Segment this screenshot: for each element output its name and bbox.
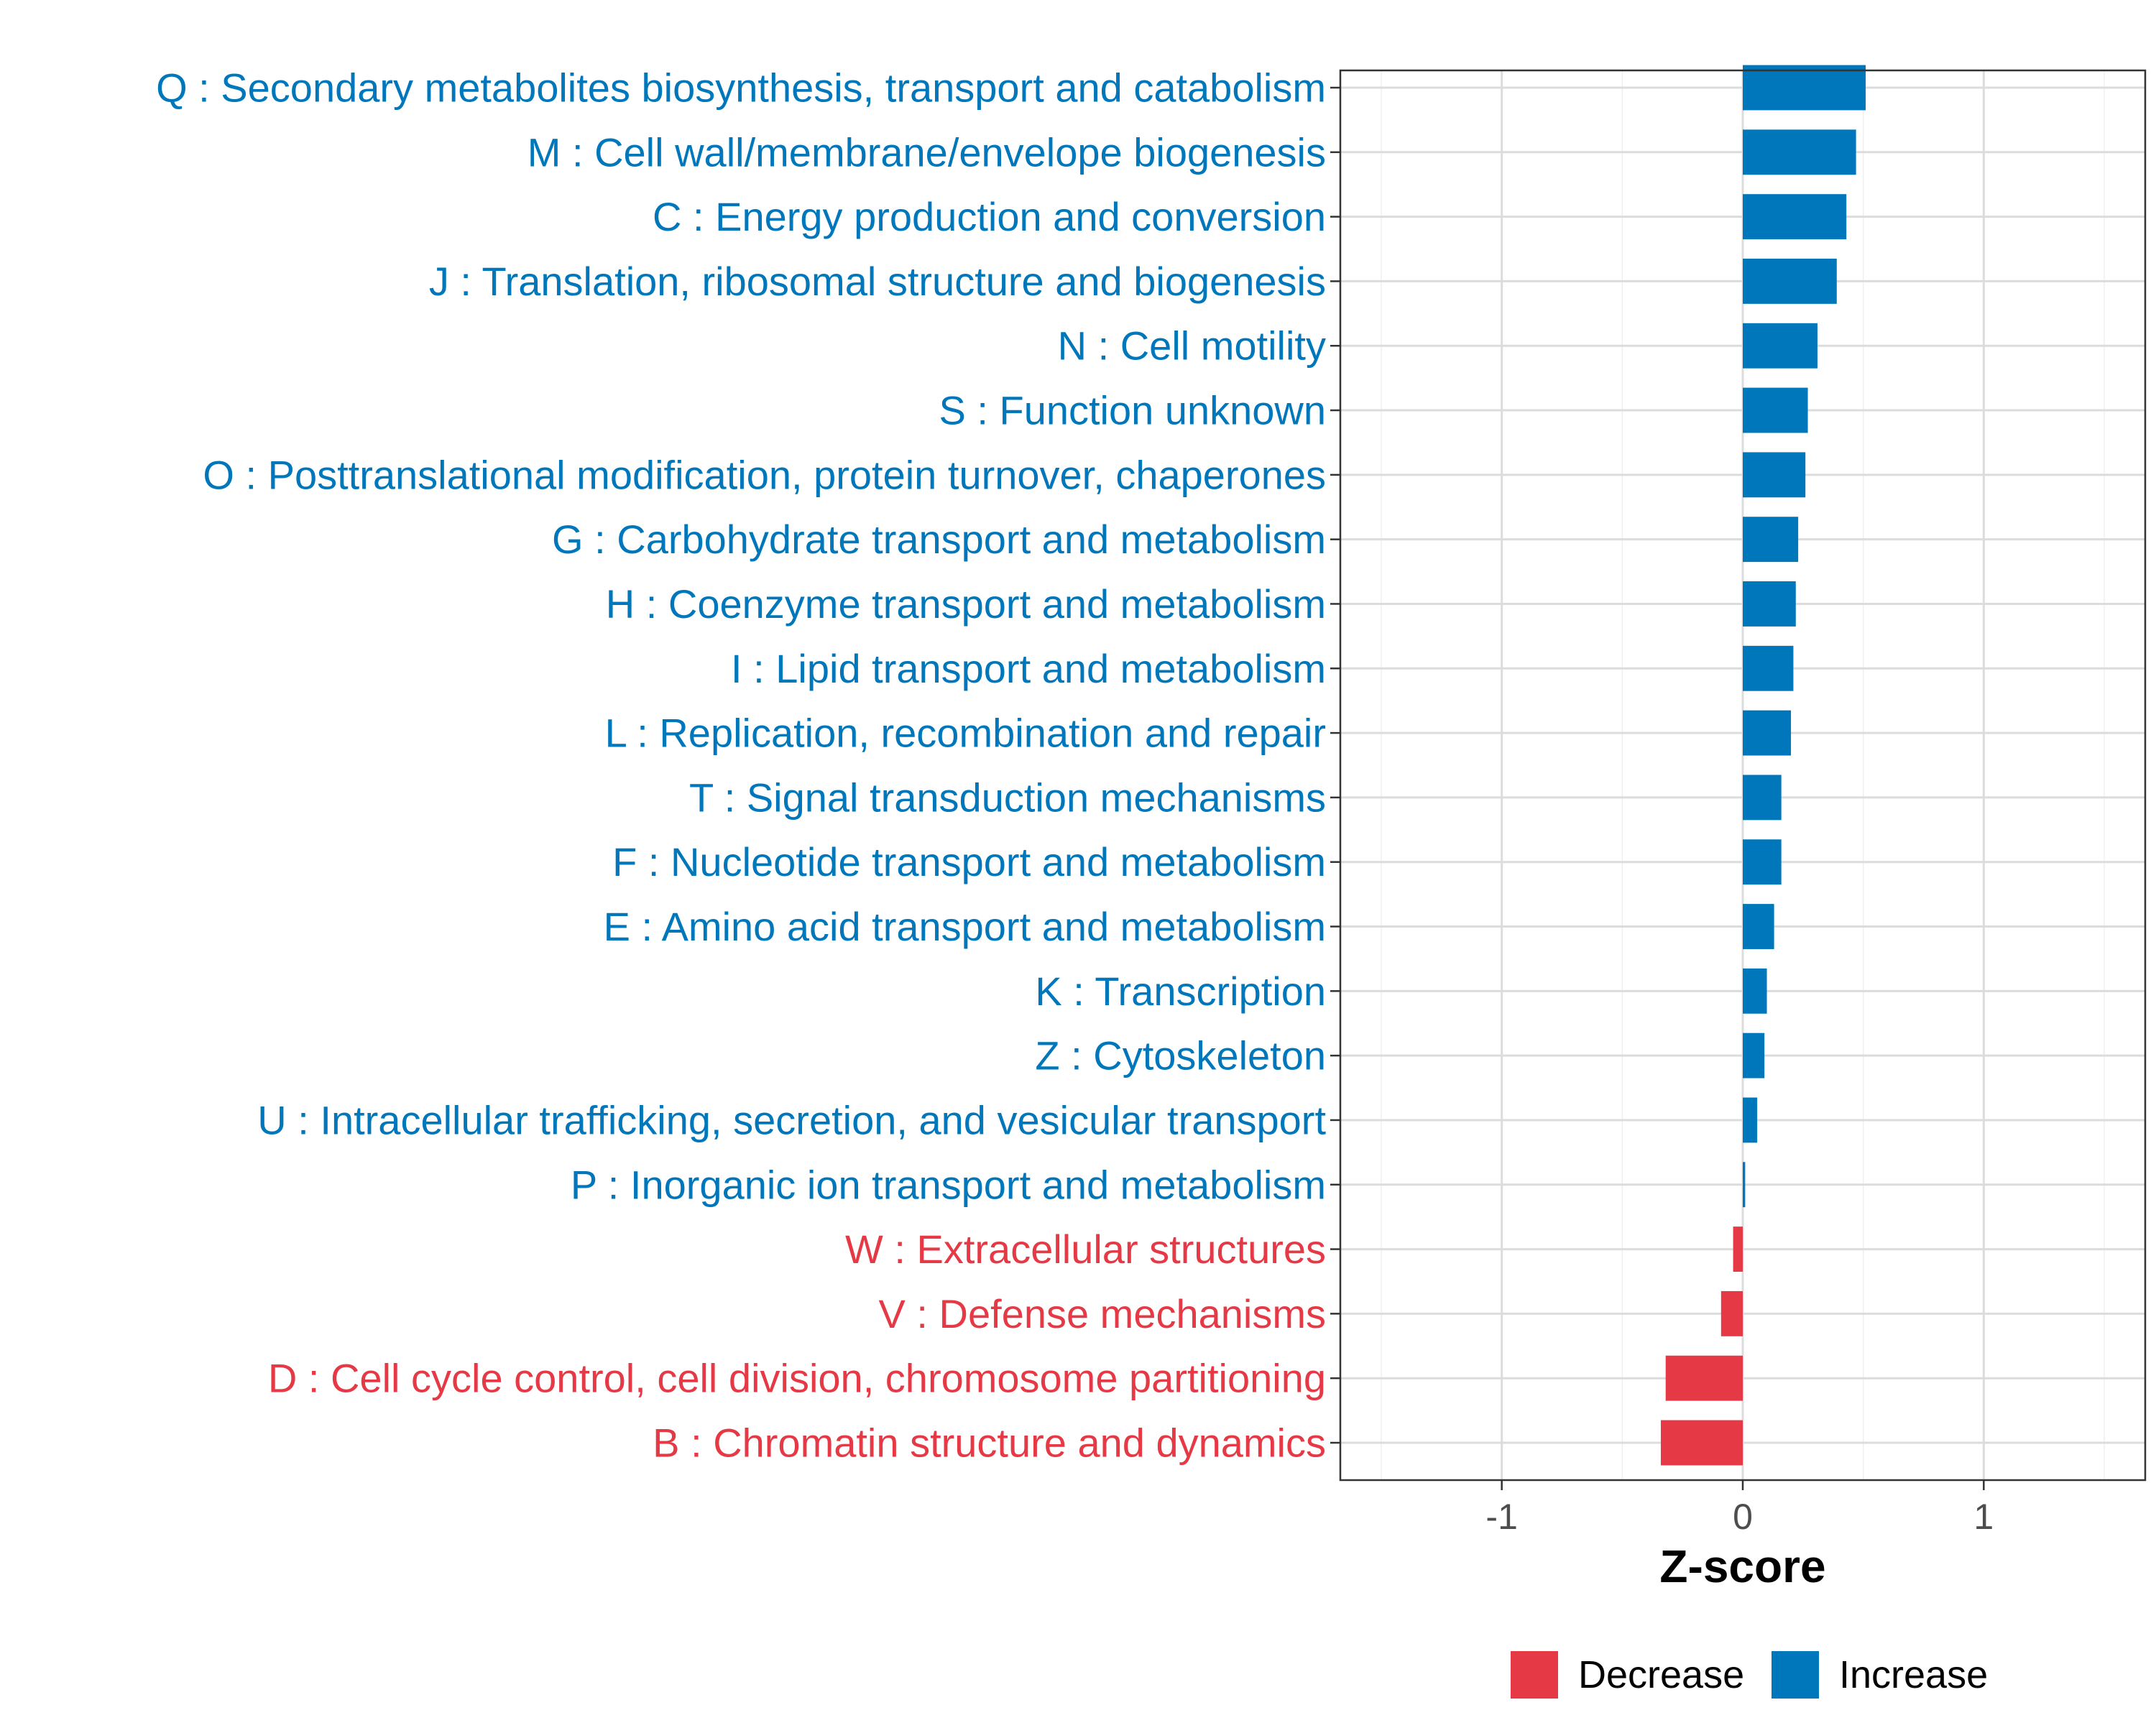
bar xyxy=(1743,1162,1746,1208)
category-label: K : Transcription xyxy=(1035,969,1326,1014)
bar xyxy=(1743,1032,1765,1078)
category-label: O : Posttranslational modification, prot… xyxy=(203,452,1326,497)
legend-key xyxy=(1772,1651,1819,1699)
bar xyxy=(1733,1226,1743,1272)
category-label: C : Energy production and conversion xyxy=(653,194,1326,239)
bar xyxy=(1743,65,1866,111)
category-label: D : Cell cycle control, cell division, c… xyxy=(268,1356,1326,1401)
category-label: N : Cell motility xyxy=(1058,323,1326,369)
category-label: M : Cell wall/membrane/envelope biogenes… xyxy=(528,129,1326,175)
bar xyxy=(1743,194,1847,240)
legend-label: Increase xyxy=(1839,1653,1988,1696)
x-tick-label: -1 xyxy=(1485,1497,1517,1537)
bar xyxy=(1743,904,1774,949)
category-label: B : Chromatin structure and dynamics xyxy=(653,1420,1326,1466)
category-label: S : Function unknown xyxy=(939,388,1326,433)
category-label: P : Inorganic ion transport and metaboli… xyxy=(571,1162,1326,1207)
bar xyxy=(1720,1290,1743,1336)
bar xyxy=(1743,323,1818,369)
x-tick-label: 1 xyxy=(1973,1497,1994,1537)
bar xyxy=(1743,1097,1758,1143)
legend-label: Decrease xyxy=(1578,1653,1744,1696)
legend: Decrease Increase xyxy=(1511,1651,1988,1699)
category-label: Z : Cytoskeleton xyxy=(1035,1033,1326,1078)
category-label: W : Extracellular structures xyxy=(845,1226,1326,1272)
bar xyxy=(1665,1355,1743,1401)
bar xyxy=(1743,452,1806,498)
x-axis-title: Z-score xyxy=(1659,1540,1825,1592)
category-label: U : Intracellular trafficking, secretion… xyxy=(257,1097,1326,1142)
category-label: V : Defense mechanisms xyxy=(879,1291,1326,1336)
category-label: T : Signal transduction mechanisms xyxy=(689,775,1326,820)
category-label: G : Carbohydrate transport and metabolis… xyxy=(552,517,1326,562)
bar xyxy=(1743,581,1796,627)
category-label: J : Translation, ribosomal structure and… xyxy=(429,259,1326,304)
bar xyxy=(1743,775,1782,821)
bar xyxy=(1660,1420,1743,1466)
category-label: H : Coenzyme transport and metabolism xyxy=(606,581,1326,627)
bar xyxy=(1743,129,1856,175)
category-label: E : Amino acid transport and metabolism xyxy=(604,904,1326,949)
x-axis: -1 0 1 xyxy=(1485,1480,1994,1537)
category-label: F : Nucleotide transport and metabolism xyxy=(612,839,1326,884)
bar xyxy=(1743,839,1782,885)
bars xyxy=(1660,65,1866,1466)
category-label: Q : Secondary metabolites biosynthesis, … xyxy=(156,65,1326,111)
bar xyxy=(1743,517,1799,563)
bar xyxy=(1743,968,1767,1014)
bar xyxy=(1743,645,1794,691)
category-label: I : Lipid transport and metabolism xyxy=(731,646,1326,691)
bar xyxy=(1743,258,1837,304)
bar xyxy=(1743,710,1792,756)
category-label: L : Replication, recombination and repai… xyxy=(605,711,1326,756)
bar xyxy=(1743,387,1808,433)
x-tick-label: 0 xyxy=(1733,1497,1753,1537)
y-axis: Q : Secondary metabolites biosynthesis, … xyxy=(156,65,1340,1466)
legend-key xyxy=(1511,1651,1558,1699)
